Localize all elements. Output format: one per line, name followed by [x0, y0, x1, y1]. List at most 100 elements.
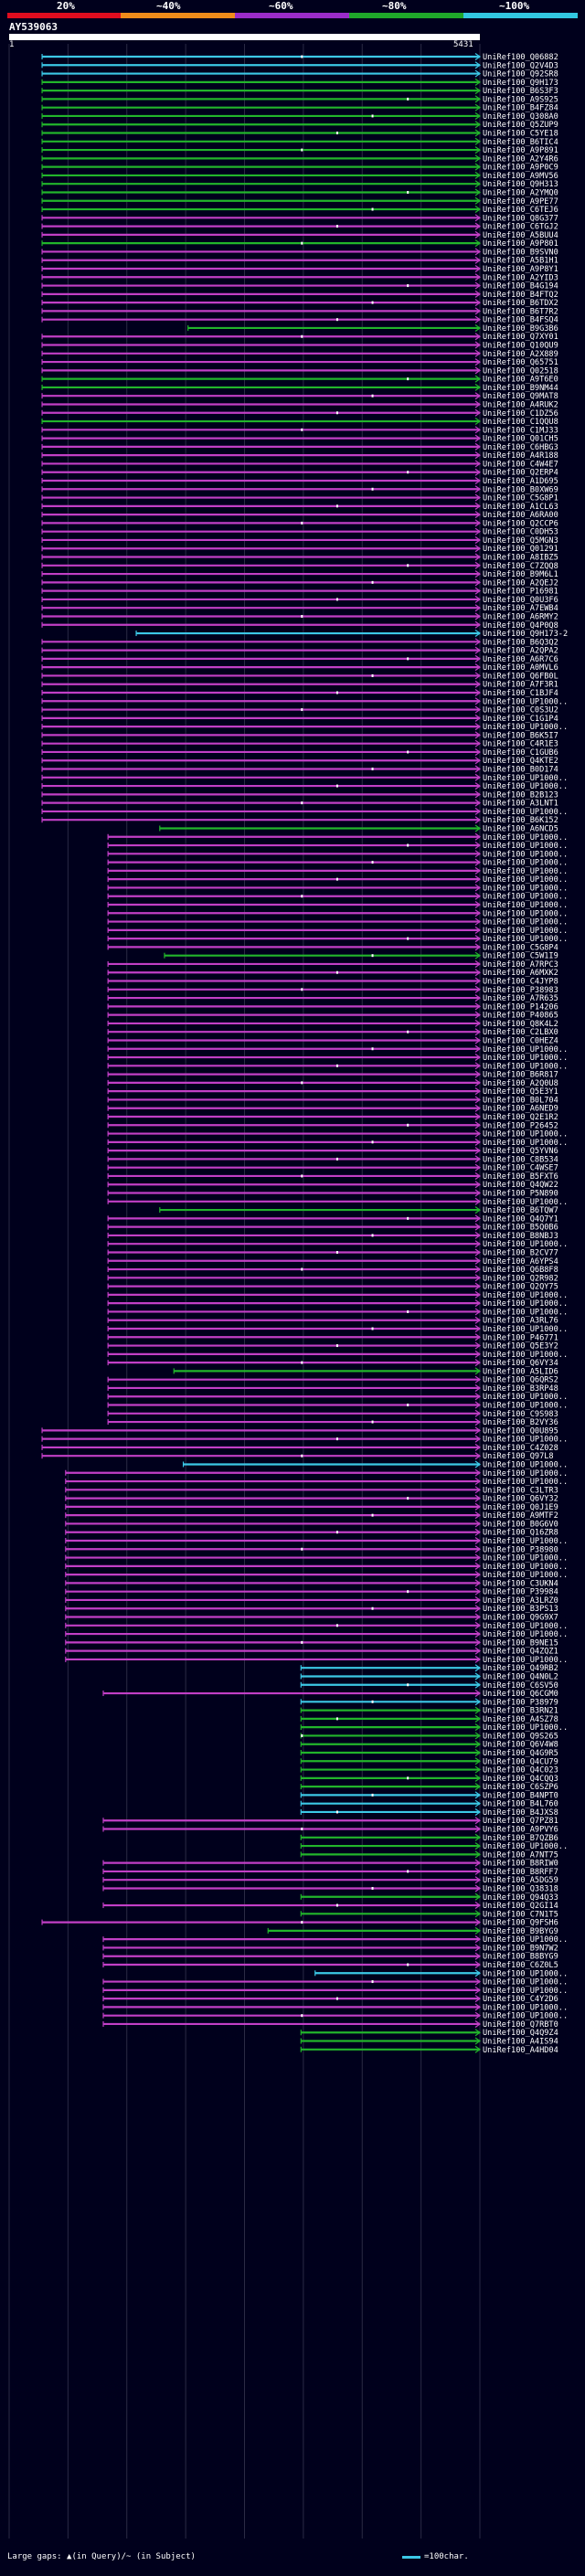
hit-row[interactable]: UniRef100_A6NCD5	[159, 824, 558, 833]
hit-row[interactable]: UniRef100_C6TGJ2	[41, 223, 558, 232]
hit-row[interactable]: UniRef100_B6TIC4	[41, 138, 558, 147]
hit-row[interactable]: UniRef100_B9NM44	[41, 384, 558, 393]
hit-row[interactable]: UniRef100_C3LTR3	[65, 1486, 558, 1495]
hit-row[interactable]: UniRef100_Q2ERP4	[41, 469, 558, 478]
hit-row[interactable]: UniRef100_A9MV56	[41, 172, 558, 181]
hit-row[interactable]: UniRef100_C4W4E7	[41, 460, 558, 469]
hit-row[interactable]: UniRef100_C6SZP6	[300, 1783, 558, 1792]
hit-row[interactable]: UniRef100_Q94Q33	[300, 1893, 558, 1903]
hit-row[interactable]: UniRef100_C1BJF4	[41, 689, 558, 698]
hit-row[interactable]: UniRef100_P38980	[65, 1545, 558, 1554]
hit-row[interactable]: UniRef100_UP1000..	[107, 935, 568, 944]
hit-row[interactable]: UniRef100_A7RPC3	[107, 960, 558, 970]
hit-row[interactable]: UniRef100_Q4Q7Y1	[107, 1214, 558, 1224]
hit-row[interactable]: UniRef100_Q92SR8	[41, 70, 558, 80]
hit-row[interactable]: UniRef100_UP1000..	[107, 893, 568, 902]
hit-row[interactable]: UniRef100_Q5E3Y1	[107, 1087, 558, 1097]
hit-row[interactable]: UniRef100_C1DZ56	[41, 409, 558, 419]
hit-row[interactable]: UniRef100_Q16ZR8	[65, 1529, 558, 1538]
hit-row[interactable]: UniRef100_UP1000..	[65, 1554, 568, 1564]
hit-row[interactable]: UniRef100_Q4ZQZ1	[65, 1648, 558, 1657]
hit-row[interactable]: UniRef100_UP1000..	[300, 1842, 568, 1851]
hit-row[interactable]: UniRef100_B5Q0B6	[107, 1224, 558, 1233]
hit-row[interactable]: UniRef100_B9SVN0	[41, 248, 558, 257]
hit-row[interactable]: UniRef100_UP1000..	[107, 1308, 568, 1317]
hit-row[interactable]: UniRef100_UP1000..	[41, 808, 568, 817]
hit-row[interactable]: UniRef100_Q4KTE2	[41, 757, 558, 766]
hit-row[interactable]: UniRef100_Q6FB0L	[41, 672, 558, 681]
hit-row[interactable]: UniRef100_A7R635	[107, 994, 558, 1003]
hit-row[interactable]: UniRef100_UP1000..	[107, 1291, 568, 1300]
hit-row[interactable]: UniRef100_UP1000..	[107, 927, 568, 936]
hit-row[interactable]: UniRef100_UP1000..	[65, 1622, 568, 1631]
hit-row[interactable]: UniRef100_Q9H313	[41, 180, 558, 189]
hit-row[interactable]: UniRef100_Q0J1E9	[65, 1503, 558, 1512]
hit-row[interactable]: UniRef100_B4FZ84	[41, 104, 558, 113]
hit-row[interactable]: UniRef100_UP1000..	[65, 1571, 568, 1580]
hit-row[interactable]: UniRef100_UP1000..	[107, 1325, 568, 1334]
hit-row[interactable]: UniRef100_A5B1H1	[41, 257, 558, 266]
hit-row[interactable]: UniRef100_A7F3R1	[41, 681, 558, 690]
hit-row[interactable]: UniRef100_Q8K4L2	[107, 1020, 558, 1029]
hit-row[interactable]: UniRef100_UP1000..	[314, 1969, 568, 1978]
hit-row[interactable]: UniRef100_P38979	[300, 1698, 558, 1707]
hit-row[interactable]: UniRef100_B6K5I7	[41, 731, 558, 740]
hit-row[interactable]: UniRef100_UP1000..	[107, 1299, 568, 1309]
hit-row[interactable]: UniRef100_Q4C023	[300, 1766, 558, 1776]
hit-row[interactable]: UniRef100_Q6V4W8	[300, 1741, 558, 1750]
hit-row[interactable]: UniRef100_A4HD04	[300, 2046, 558, 2055]
hit-row[interactable]: UniRef100_P16981	[41, 588, 558, 597]
hit-row[interactable]: UniRef100_B3RP48	[107, 1384, 558, 1394]
hit-row[interactable]: UniRef100_A6YPS4	[107, 1257, 558, 1267]
hit-row[interactable]: UniRef100_C1G1P4	[41, 715, 558, 724]
hit-row[interactable]: UniRef100_C9S983	[107, 1410, 558, 1419]
hit-row[interactable]: UniRef100_UP1000..	[107, 1240, 568, 1249]
hit-row[interactable]: UniRef100_Q6VY32	[65, 1495, 558, 1504]
hit-row[interactable]: UniRef100_Q65751	[41, 358, 558, 367]
hit-row[interactable]: UniRef100_C7ZQQ8	[41, 562, 558, 571]
hit-row[interactable]: UniRef100_A8IBZ5	[41, 554, 558, 563]
hit-row[interactable]: UniRef100_B8RIW0	[102, 1860, 558, 1869]
hit-row[interactable]: UniRef100_C0HEZ4	[107, 1036, 558, 1045]
hit-row[interactable]: UniRef100_Q2GI14	[102, 1902, 558, 1911]
hit-row[interactable]: UniRef100_A6MXK2	[107, 969, 558, 978]
hit-row[interactable]: UniRef100_A2X889	[41, 350, 558, 359]
hit-row[interactable]: UniRef100_A6RMY2	[41, 612, 558, 621]
hit-row[interactable]: UniRef100_C1QQU8	[41, 418, 558, 427]
hit-row[interactable]: UniRef100_B2B123	[41, 790, 558, 800]
hit-row[interactable]: UniRef100_A9P891	[41, 146, 558, 155]
hit-row[interactable]: UniRef100_P40865	[107, 1012, 558, 1021]
hit-row[interactable]: UniRef100_Q6CGM0	[102, 1690, 558, 1699]
hit-row[interactable]: UniRef100_Q9S265	[300, 1732, 558, 1741]
hit-row[interactable]: UniRef100_A9P0C9	[41, 164, 558, 173]
hit-row[interactable]: UniRef100_B4NPT0	[300, 1791, 558, 1800]
hit-row[interactable]: UniRef100_UP1000..	[107, 909, 568, 918]
hit-row[interactable]: UniRef100_A6R7C6	[41, 655, 558, 664]
hit-row[interactable]: UniRef100_P39984	[65, 1588, 558, 1597]
hit-row[interactable]: UniRef100_UP1000..	[107, 833, 568, 843]
hit-row[interactable]: UniRef100_B4FSQ4	[41, 316, 558, 325]
hit-row[interactable]: UniRef100_C5YE18	[41, 130, 558, 139]
hit-row[interactable]: UniRef100_A9P8Y1	[41, 265, 558, 274]
hit-row[interactable]: UniRef100_Q9G9X7	[65, 1614, 558, 1623]
hit-row[interactable]: UniRef100_A9S925	[41, 95, 558, 104]
hit-row[interactable]: UniRef100_Q4QW22	[107, 1181, 558, 1190]
hit-row[interactable]: UniRef100_B6Q3Q2	[41, 638, 558, 647]
hit-row[interactable]: UniRef100_C4R1E3	[41, 740, 558, 749]
hit-row[interactable]: UniRef100_C4JYP8	[107, 978, 558, 987]
hit-row[interactable]: UniRef100_B8BYG9	[102, 1953, 558, 1962]
hit-row[interactable]: UniRef100_Q9FSH6	[41, 1919, 558, 1928]
hit-row[interactable]: UniRef100_B0L704	[107, 1096, 558, 1105]
hit-row[interactable]: UniRef100_Q06882	[41, 53, 558, 62]
hit-row[interactable]: UniRef100_C6Z0L5	[102, 1961, 558, 1970]
hit-row[interactable]: UniRef100_C0DH53	[41, 528, 558, 537]
hit-row[interactable]: UniRef100_C5G8P1	[41, 494, 558, 504]
hit-row[interactable]: UniRef100_A2QEJ2	[41, 578, 558, 588]
hit-row[interactable]: UniRef100_A3RL76	[107, 1317, 558, 1326]
hit-row[interactable]: UniRef100_UP1000..	[65, 1478, 568, 1487]
hit-row[interactable]: UniRef100_B4L760	[300, 1800, 558, 1809]
hit-row[interactable]: UniRef100_Q4P0Q8	[41, 621, 558, 631]
hit-row[interactable]: UniRef100_A5BUU4	[41, 231, 558, 240]
hit-row[interactable]: UniRef100_A4R188	[41, 451, 558, 461]
hit-row[interactable]: UniRef100_UP1000..	[107, 1054, 568, 1063]
